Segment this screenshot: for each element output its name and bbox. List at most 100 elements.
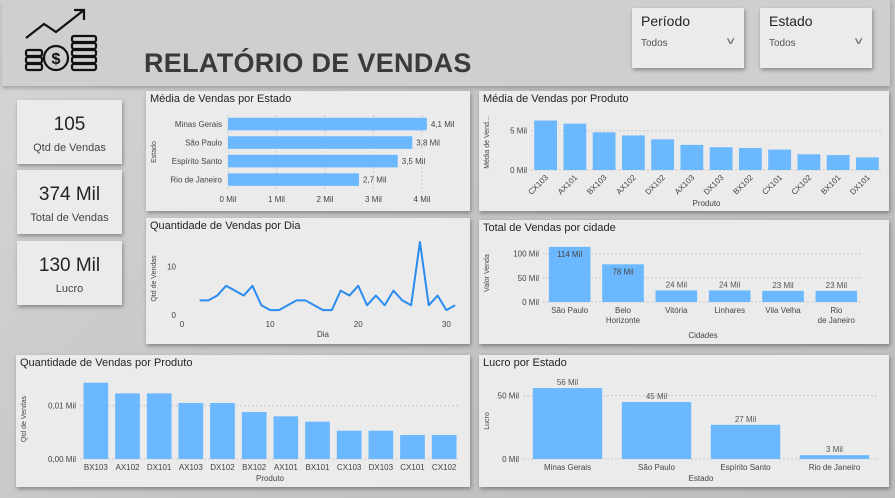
data-label: 3,5 Mil: [402, 157, 426, 166]
x-tick-label: Vitória: [665, 306, 688, 315]
x-axis-title: Cidades: [688, 331, 717, 340]
chart-title: Média de Vendas por Produto: [483, 93, 629, 105]
chart-qtd-produto[interactable]: 0,00 Mil 0,01 Mil BX103 AX102 DX101 AX103 DX10…: [16, 355, 470, 487]
data-label: 23 Mil: [826, 281, 848, 290]
y-tick-label: 5 Mil: [510, 127, 527, 136]
bar-cx101: [400, 435, 425, 459]
money-growth-icon: $: [24, 8, 98, 72]
bar-minas-gerais: [228, 117, 427, 131]
y-tick-label: 10: [167, 262, 176, 271]
bar-cx102: [431, 435, 457, 459]
bar-bx102: [241, 412, 267, 459]
bar-belo-horizonte: [602, 264, 644, 302]
x-tick-label: DX101: [147, 463, 172, 472]
bar-são-paulo: [228, 136, 413, 149]
x-tick-label: AX103: [673, 173, 697, 197]
x-tick-label: BX102: [731, 173, 755, 197]
x-tick-label: Espírito Santo: [720, 463, 771, 472]
chart-media-produto-svg: 0 Mil 5 Mil CX103 AX101 BX103 AX102 DX102 AX103…: [484, 116, 882, 208]
y-tick-label: 0 Mil: [510, 166, 527, 175]
x-tick-label: BX102: [242, 463, 267, 472]
bar-vila-velha: [762, 290, 804, 302]
bar-espírito-santo: [228, 154, 398, 168]
x-axis-title: Estado: [689, 474, 714, 483]
kpi-value: 105: [53, 114, 86, 135]
bar-dx102: [210, 403, 235, 459]
x-tick-label: 10: [266, 320, 275, 329]
x-tick-label: DX101: [848, 173, 872, 197]
kpi-total-vendas: 374 Mil Total de Vendas: [17, 170, 122, 234]
kpi-value: 374 Mil: [38, 184, 101, 205]
bar-bx102: [738, 148, 762, 170]
chart-title: Total de Vendas por cidade: [483, 222, 616, 234]
data-label: 23 Mil: [772, 281, 794, 290]
y-tick-label: Rio de Janeiro: [170, 176, 222, 185]
state-filter[interactable]: Estado Todos ∨: [760, 8, 872, 68]
x-tick-label: 30: [442, 320, 451, 329]
x-tick-label: AX103: [179, 463, 204, 472]
period-filter-label: Período: [641, 13, 691, 29]
y-axis-title: Valor Venda: [484, 254, 491, 292]
data-label: 24 Mil: [666, 280, 688, 289]
chart-total-cidade-svg: 0 Mil 50 Mil 100 Mil São Paulo 114 Mil BeloHo…: [484, 246, 863, 340]
bar-bx101: [305, 421, 330, 459]
chart-qtd-produto-svg: 0,00 Mil 0,01 Mil BX103 AX102 DX101 AX103 DX10…: [21, 382, 460, 483]
chart-total-cidade[interactable]: 0 Mil 50 Mil 100 Mil São Paulo 114 Mil Belo Ho…: [479, 220, 889, 344]
chart-title: Quantidade de Vendas por Produto: [20, 357, 193, 369]
chevron-down-icon[interactable]: ∨: [724, 36, 737, 47]
chart-title: Quantidade de Vendas por Dia: [150, 220, 301, 232]
chart-qtd-dia[interactable]: 0 10 0 10 20 30 Dia Qtd de Vendas Quantidade de…: [146, 218, 470, 344]
bar-ax103: [178, 403, 204, 459]
data-label: 3,8 Mil: [416, 139, 440, 148]
x-tick-label: BX101: [819, 173, 843, 197]
data-label: 24 Mil: [719, 280, 741, 289]
bar-são-paulo: [621, 402, 692, 459]
x-tick-label: Linhares: [714, 306, 745, 315]
x-tick-label: BX103: [84, 463, 109, 472]
data-label: 3 Mil: [826, 445, 843, 454]
x-tick-label: DX103: [369, 463, 394, 472]
y-tick-label: 0,01 Mil: [48, 402, 76, 411]
chart-media-estado-svg: 0 Mil 1 Mil 2 Mil 3 Mil 4 Mil Minas Gerais 4,1…: [151, 115, 455, 204]
y-tick-label: 0 Mil: [522, 298, 539, 307]
bar-vitória: [655, 290, 698, 302]
chart-media-produto[interactable]: 0 Mil 5 Mil CX103 AX101 BX103 AX102 DX102 AX103…: [479, 91, 889, 211]
y-tick-label: 50 Mil: [498, 392, 520, 401]
x-tick-label: DX102: [643, 173, 667, 197]
x-tick-label: Belo: [615, 306, 632, 315]
y-tick-label: Minas Gerais: [175, 120, 222, 129]
y-tick-label: 0 Mil: [502, 455, 519, 464]
x-tick-label: CX101: [760, 173, 784, 197]
x-tick-label: AX101: [274, 463, 299, 472]
x-tick-label: Rio de Janeiro: [809, 463, 861, 472]
data-label: 4,1 Mil: [431, 120, 455, 129]
chart-lucro-estado[interactable]: 0 Mil 50 Mil Minas Gerais 56 Mil São Paulo 45…: [479, 355, 889, 487]
x-tick-label: CX103: [337, 463, 362, 472]
x-tick-label: 4 Mil: [414, 195, 431, 204]
y-axis-title: Estado: [151, 141, 158, 163]
x-axis-title: Dia: [317, 330, 330, 339]
x-tick-label: 2 Mil: [317, 195, 334, 204]
kpi-qtd-vendas: 105 Qtd de Vendas: [17, 100, 122, 164]
chevron-down-icon[interactable]: ∨: [852, 36, 865, 47]
x-tick-label: BX103: [585, 173, 609, 197]
x-tick-label: 0: [180, 320, 185, 329]
x-tick-label: CX103: [526, 173, 550, 197]
data-label: 56 Mil: [557, 378, 579, 387]
bar-cx102: [797, 154, 821, 170]
bar-cx103: [534, 120, 558, 170]
bar-cx103: [336, 430, 362, 459]
kpi-label: Total de Vendas: [30, 212, 109, 224]
x-tick-label: 0 Mil: [220, 195, 237, 204]
y-tick-label: 0,00 Mil: [48, 455, 76, 464]
bar-dx103: [368, 430, 394, 459]
bar-espírito-santo: [710, 424, 781, 459]
state-filter-value[interactable]: Todos: [769, 38, 796, 49]
y-tick-label: 0: [172, 311, 177, 320]
x-tick-label: DX102: [210, 463, 235, 472]
chart-media-estado[interactable]: 0 Mil 1 Mil 2 Mil 3 Mil 4 Mil Minas Gerais 4,1…: [146, 91, 470, 211]
period-filter[interactable]: Período Todos ∨: [632, 8, 744, 68]
x-tick-label: São Paulo: [551, 306, 588, 315]
period-filter-value[interactable]: Todos: [641, 38, 668, 49]
bar-ax101: [273, 416, 299, 459]
